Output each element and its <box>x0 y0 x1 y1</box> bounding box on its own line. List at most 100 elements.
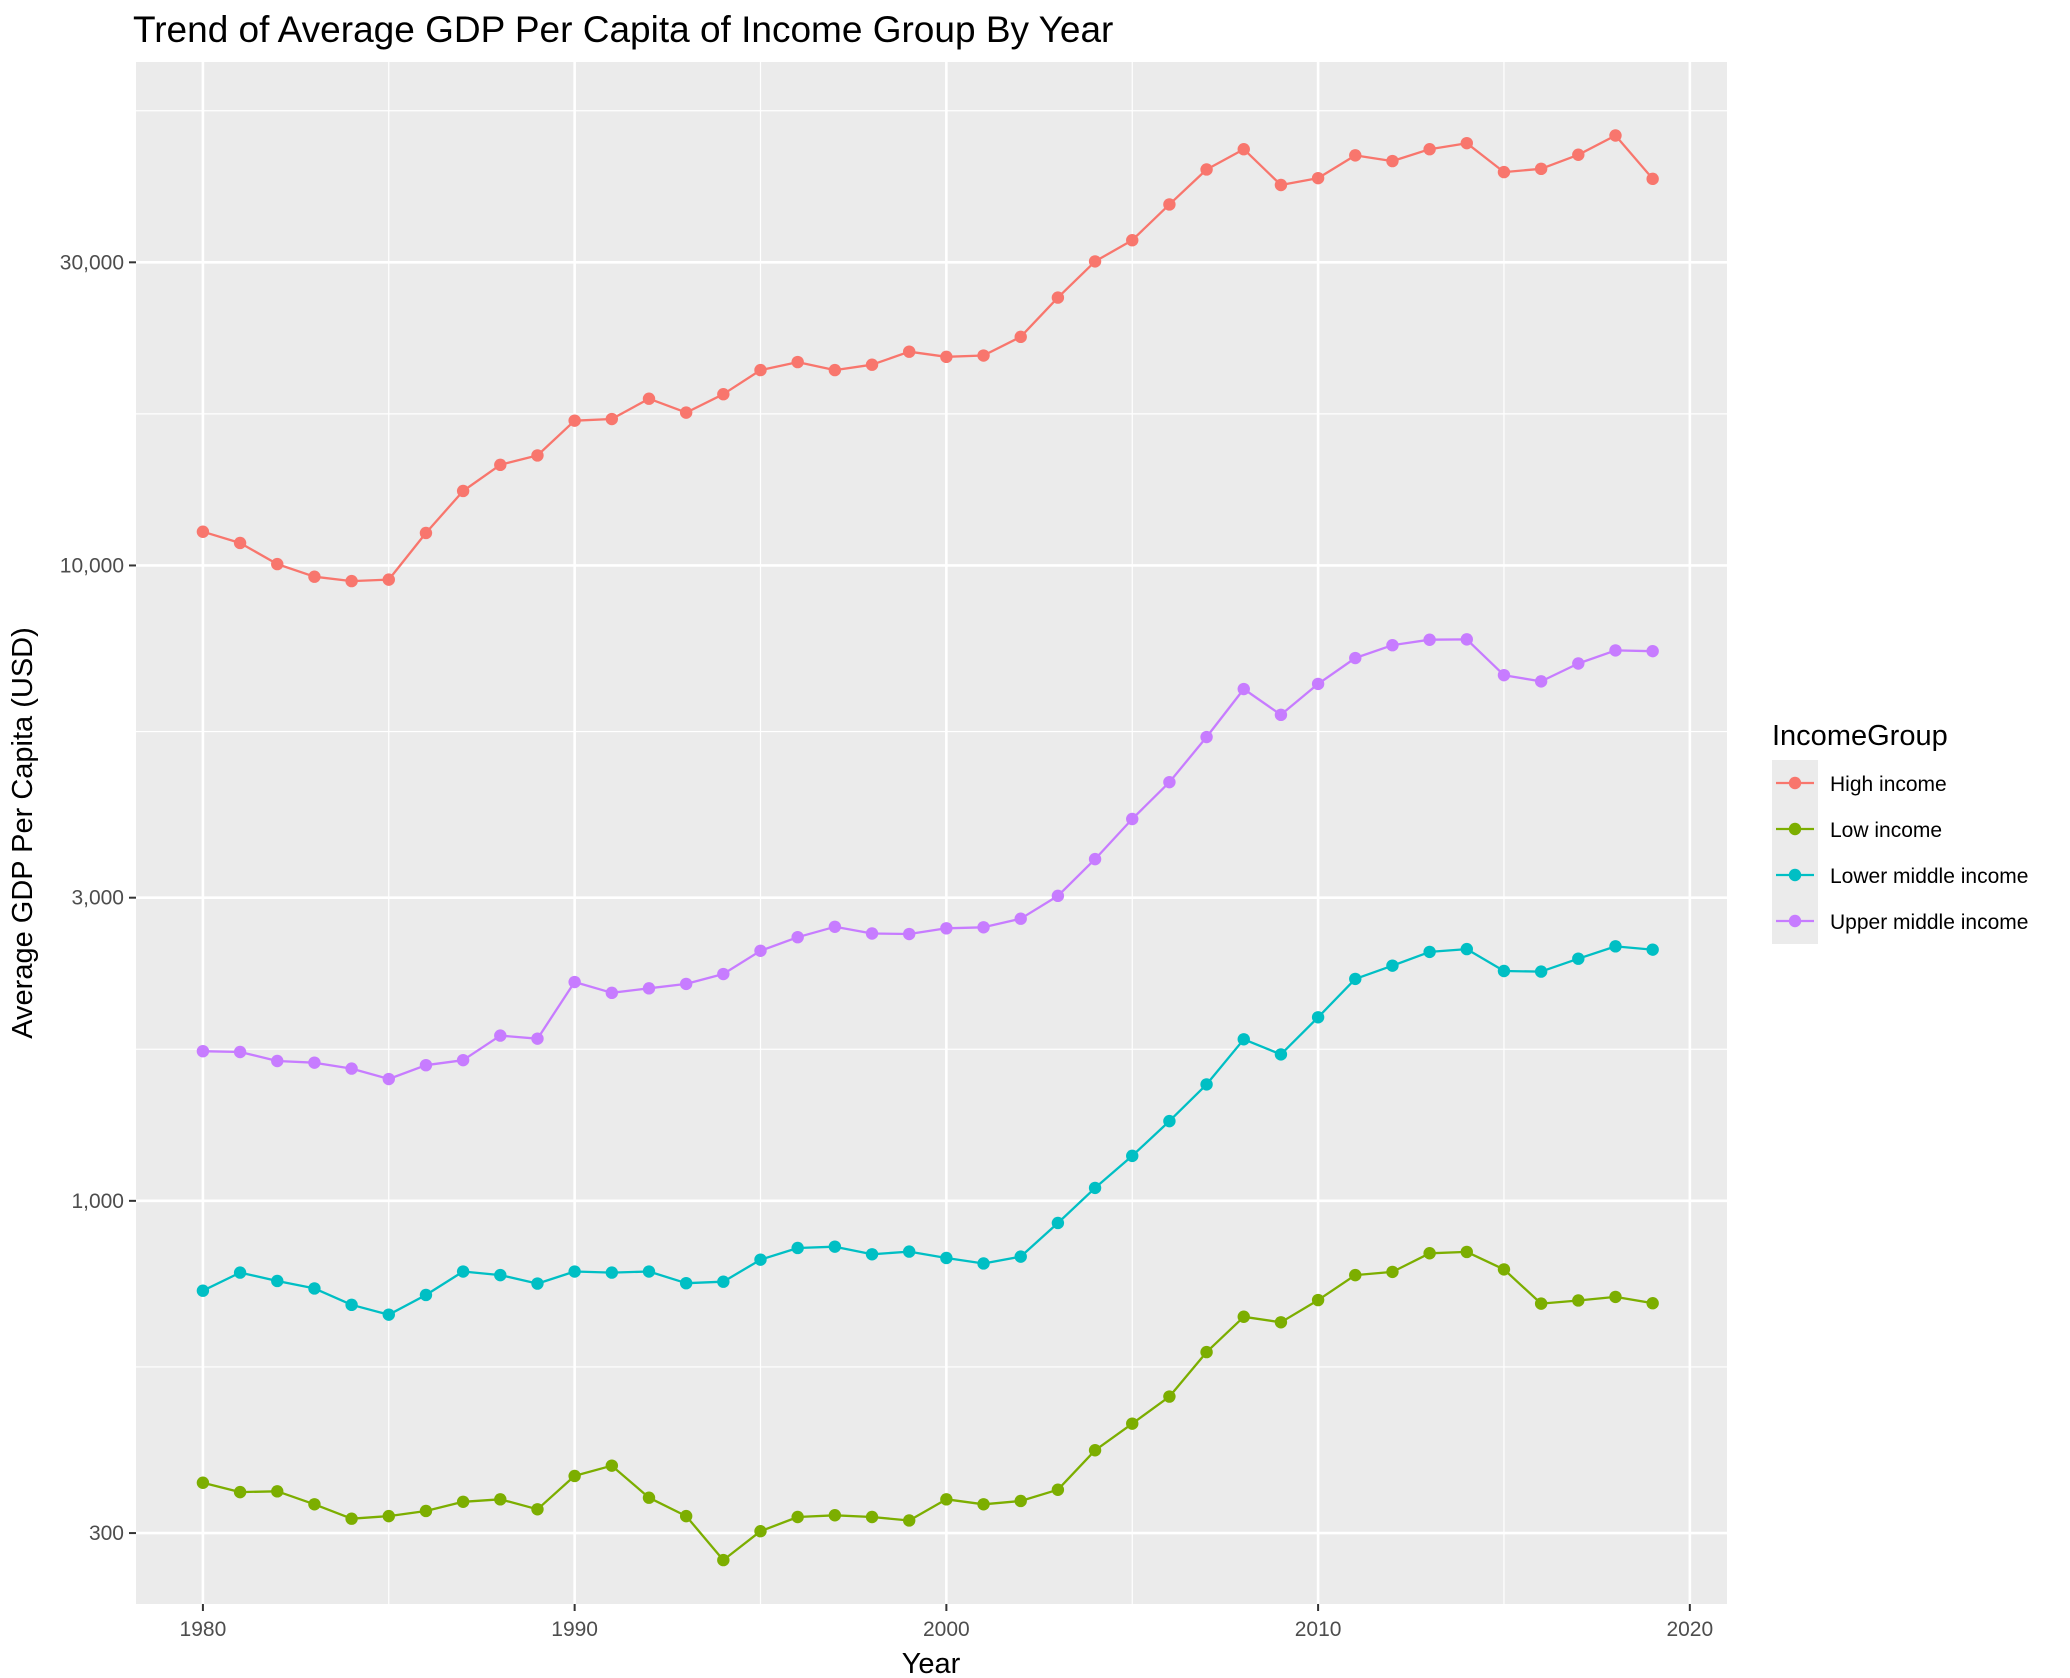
data-point <box>1460 1245 1473 1259</box>
data-point <box>1572 952 1585 965</box>
data-point <box>345 1298 358 1312</box>
data-point <box>1386 1265 1399 1279</box>
data-point <box>308 1282 321 1295</box>
data-point <box>828 920 842 933</box>
legend-label: Low income <box>1830 819 1942 842</box>
data-point <box>642 1265 656 1278</box>
data-point <box>642 392 656 405</box>
legend-label: Upper middle income <box>1830 911 2028 934</box>
x-tick-label: 1990 <box>551 1618 598 1641</box>
data-point <box>605 412 619 426</box>
data-point <box>271 557 284 571</box>
data-point <box>1386 639 1399 652</box>
data-point <box>1237 682 1250 696</box>
legend-label: Lower middle income <box>1830 865 2028 888</box>
data-point <box>196 1476 210 1489</box>
data-point <box>977 349 990 362</box>
data-point <box>717 967 730 981</box>
data-point <box>233 1485 247 1499</box>
data-point <box>494 1493 507 1506</box>
legend-item-lower-middle-income: Lower middle income <box>1772 852 2028 898</box>
data-point <box>1349 1268 1362 1282</box>
data-point <box>1274 178 1288 192</box>
data-point <box>1088 852 1102 866</box>
legend-key-point <box>1788 914 1802 928</box>
data-point <box>828 1240 842 1253</box>
legend: IncomeGroup High income Low income Lower m… <box>1772 720 2028 944</box>
data-point <box>568 1469 581 1483</box>
data-point <box>233 536 247 550</box>
data-point <box>1274 1316 1288 1329</box>
data-point <box>865 927 879 940</box>
legend-item-low-income: Low income <box>1772 806 1942 852</box>
data-point <box>642 982 656 995</box>
data-point <box>1126 1149 1139 1163</box>
legend-label: High income <box>1830 773 1947 796</box>
data-point <box>1237 1033 1250 1046</box>
data-point <box>1163 198 1176 211</box>
x-tick-label: 1980 <box>180 1618 227 1641</box>
data-point <box>902 1514 916 1527</box>
data-point <box>1460 633 1473 646</box>
data-point <box>1534 162 1548 176</box>
data-point <box>791 355 804 369</box>
data-point <box>791 1241 804 1255</box>
data-point <box>196 1284 210 1297</box>
data-point <box>1572 148 1585 161</box>
data-point <box>531 1032 544 1045</box>
data-point <box>902 927 916 941</box>
data-point <box>308 1056 321 1069</box>
data-point <box>1126 234 1139 247</box>
legend-item-upper-middle-income: Upper middle income <box>1772 898 2028 944</box>
data-point <box>1237 143 1250 156</box>
data-point <box>865 1510 879 1524</box>
data-point <box>456 484 470 498</box>
data-point <box>494 1268 507 1282</box>
data-point <box>1423 143 1436 156</box>
data-point <box>1386 959 1399 972</box>
data-point <box>494 1029 507 1042</box>
data-point <box>419 526 433 540</box>
data-point <box>1163 775 1176 789</box>
data-point <box>791 1510 804 1524</box>
data-point <box>1423 633 1436 646</box>
legend-item-high-income: High income <box>1772 760 1947 806</box>
data-point <box>828 1509 842 1522</box>
data-point <box>1609 129 1622 142</box>
data-point <box>271 1274 284 1288</box>
y-tick-label: 1,000 <box>71 1190 124 1213</box>
data-point <box>940 1493 953 1506</box>
x-tick-label: 2010 <box>1295 1618 1342 1641</box>
plot-panel <box>136 62 1727 1604</box>
data-point <box>1572 1294 1585 1307</box>
series-line-high-income <box>202 134 1654 583</box>
series-upper-middle-income <box>196 633 1659 1086</box>
data-point <box>271 1054 284 1068</box>
data-point <box>1497 668 1511 682</box>
data-point <box>382 1072 395 1086</box>
data-point <box>1200 1078 1213 1091</box>
data-point <box>1088 255 1102 268</box>
series-line-upper-middle-income <box>202 638 1653 1081</box>
data-point <box>456 1495 470 1508</box>
data-point <box>1497 964 1511 978</box>
data-point <box>828 363 842 377</box>
data-point <box>419 1288 433 1302</box>
y-axis-title: Average GDP Per Capita (USD) <box>7 627 39 1039</box>
series-lower-middle-income <box>196 940 1659 1321</box>
legend-key-point <box>1788 868 1802 882</box>
data-point <box>1349 149 1362 162</box>
series-line-low-income <box>202 1250 1653 1562</box>
data-point <box>642 1491 656 1504</box>
data-point <box>568 975 581 989</box>
data-point <box>1014 330 1027 344</box>
data-point <box>345 1512 358 1525</box>
data-point <box>1014 1494 1027 1508</box>
data-point <box>1497 165 1511 179</box>
legend-key-point <box>1788 822 1802 836</box>
data-point <box>382 1509 395 1523</box>
data-point <box>1088 1444 1102 1457</box>
data-point <box>1609 1290 1622 1304</box>
data-point <box>605 1459 619 1472</box>
data-point <box>1534 1297 1548 1310</box>
